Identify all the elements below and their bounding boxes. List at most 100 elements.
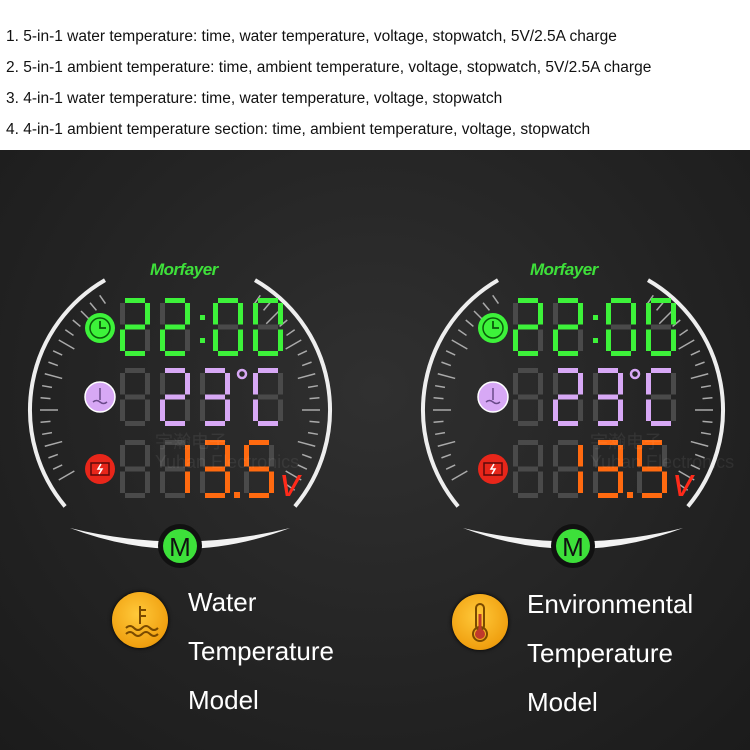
segment-g xyxy=(258,394,278,400)
watermark: Yuhan Electronics xyxy=(155,452,300,472)
volt-unit: v xyxy=(280,461,302,505)
segment-c xyxy=(145,329,150,351)
tick xyxy=(678,470,695,481)
volt-unit: v xyxy=(673,461,695,505)
segment-a xyxy=(651,298,671,303)
segment-d xyxy=(558,351,578,356)
voltage-display: v xyxy=(120,440,302,505)
time-digit xyxy=(646,298,676,356)
segment-c xyxy=(278,399,283,421)
time-digit xyxy=(213,298,243,356)
segment-b xyxy=(671,373,676,395)
segment-c xyxy=(269,471,274,493)
tick xyxy=(441,361,452,367)
segment-a xyxy=(165,368,185,373)
tick xyxy=(434,431,446,436)
segment-a xyxy=(258,298,278,303)
legend-water: Water Temperature Model xyxy=(188,578,334,725)
segment-f xyxy=(200,373,205,395)
tick xyxy=(482,302,491,311)
tick xyxy=(694,453,705,459)
tick xyxy=(285,470,302,481)
volt-digit xyxy=(553,440,583,498)
segment-b xyxy=(225,445,230,467)
temperature-display xyxy=(120,368,283,426)
legend-line: Environmental xyxy=(527,589,694,619)
segment-c xyxy=(538,471,543,493)
segment-c xyxy=(578,471,583,493)
segment-d xyxy=(165,351,185,356)
segment-e xyxy=(553,471,558,493)
segment-g xyxy=(651,394,671,400)
segment-d xyxy=(125,351,145,356)
tick xyxy=(279,319,288,328)
tick xyxy=(48,361,59,367)
legend-line: Temperature xyxy=(188,636,334,666)
segment-e xyxy=(213,329,218,351)
watermark: 宇瀚电子 xyxy=(155,432,227,452)
segment-g xyxy=(642,466,662,472)
bezel-arc-left xyxy=(421,278,500,508)
tick xyxy=(309,397,320,400)
segment-a xyxy=(598,440,618,445)
tick xyxy=(492,294,500,304)
segment-a xyxy=(518,298,538,303)
clock-icon xyxy=(478,313,508,343)
segment-d xyxy=(205,421,225,426)
tick xyxy=(41,431,53,436)
segment-f xyxy=(120,373,125,395)
segment-b xyxy=(618,445,623,467)
temp-unit-c xyxy=(253,368,283,426)
segment-b xyxy=(185,303,190,325)
segment-b xyxy=(631,303,636,325)
time-colon xyxy=(200,338,205,343)
segment-b xyxy=(618,373,623,395)
bezel-swoosh xyxy=(70,528,290,549)
feature-item: 4. 4-in-1 ambient temperature section: t… xyxy=(6,121,591,138)
decimal-point xyxy=(627,492,633,498)
segment-d xyxy=(218,351,238,356)
tick xyxy=(301,361,312,367)
segment-a xyxy=(598,368,618,373)
segment-d xyxy=(642,493,662,498)
segment-f xyxy=(553,303,558,325)
segment-g xyxy=(558,394,578,400)
volt-digit xyxy=(637,440,667,498)
tick xyxy=(58,470,75,481)
time-digit xyxy=(120,298,150,356)
battery-icon xyxy=(478,454,508,484)
segment-d xyxy=(258,351,278,356)
tick xyxy=(433,397,444,400)
time-colon xyxy=(593,338,598,343)
segment-c xyxy=(538,329,543,351)
segment-g xyxy=(165,466,185,472)
segment-g xyxy=(125,394,145,400)
segment-d xyxy=(611,351,631,356)
segment-e xyxy=(553,329,558,351)
segment-a xyxy=(205,368,225,373)
tick xyxy=(678,339,695,350)
mode-button[interactable]: M xyxy=(551,524,595,568)
segment-g xyxy=(518,394,538,400)
mode-button[interactable]: M xyxy=(158,524,202,568)
segment-f xyxy=(244,445,249,467)
segment-g xyxy=(611,324,631,330)
tick xyxy=(451,470,468,481)
tick xyxy=(457,329,467,337)
legend-line: Water xyxy=(188,587,257,617)
segment-a xyxy=(218,298,238,303)
segment-b xyxy=(671,303,676,325)
segment-a xyxy=(205,440,225,445)
decimal-point xyxy=(234,492,240,498)
temp-digit-ghost xyxy=(513,368,543,426)
segment-e xyxy=(646,399,651,421)
volt-digit-ghost xyxy=(120,440,150,498)
time-display xyxy=(120,298,283,356)
segment-f xyxy=(213,303,218,325)
segment-d xyxy=(598,493,618,498)
segment-d xyxy=(651,351,671,356)
segment-g xyxy=(205,466,225,472)
bezel-arc-right xyxy=(253,278,332,508)
segment-c xyxy=(185,471,190,493)
